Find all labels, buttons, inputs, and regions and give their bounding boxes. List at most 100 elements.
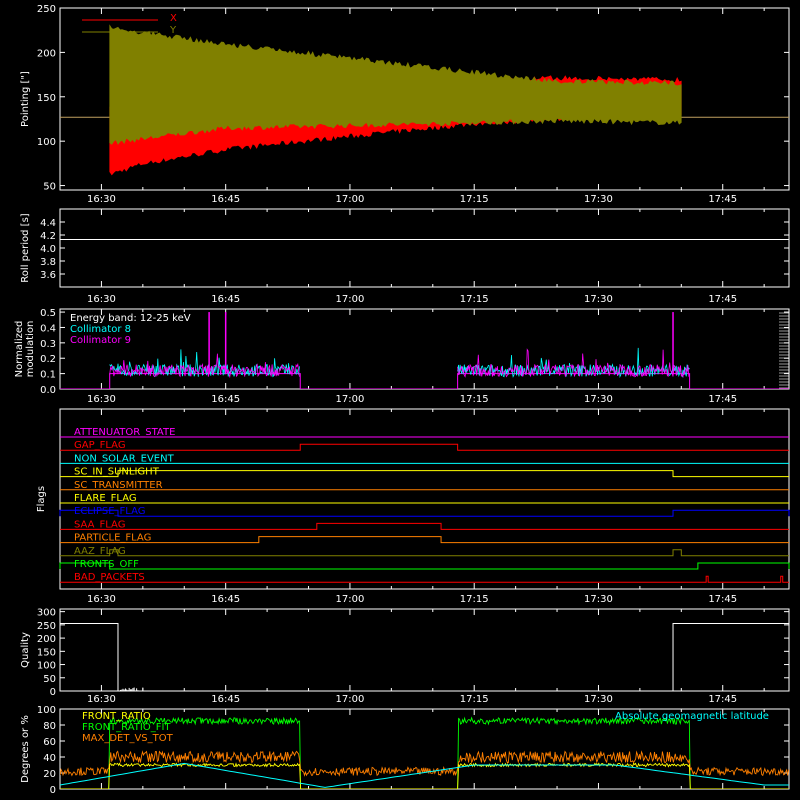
x-tick-label: 16:45 xyxy=(211,694,240,705)
flag-label-eclipse-flag: ECLIPSE_FLAG xyxy=(74,506,145,517)
modulation-legend-entry: Collimator 9 xyxy=(70,335,131,346)
x-tick-label: 17:45 xyxy=(708,694,737,705)
y-tick-label: 200 xyxy=(37,48,56,59)
ratios-legend-entry: FRONT_RATIO_FIT xyxy=(82,722,171,733)
y-axis-label: Flags xyxy=(36,486,47,512)
quality-line xyxy=(60,623,789,692)
flag-label-bad-packets: BAD_PACKETS xyxy=(74,572,145,583)
y-axis-label: Roll period [s] xyxy=(20,213,31,282)
panel-frame-3 xyxy=(59,408,790,590)
legend-label-x: X xyxy=(170,13,177,24)
y-tick-label: 0 xyxy=(50,687,56,698)
x-tick-label: 17:45 xyxy=(708,394,737,405)
modulation-legend-entry: Collimator 8 xyxy=(70,324,131,335)
panel-frame-4 xyxy=(59,608,790,692)
modulation-baseline xyxy=(60,373,789,389)
y-tick-label: 0.3 xyxy=(40,339,56,350)
y-tick-label: 250 xyxy=(37,4,56,15)
y-axis-label: Pointing ["] xyxy=(20,71,31,127)
x-tick-label: 17:15 xyxy=(460,194,489,205)
y-tick-label: 200 xyxy=(37,634,56,645)
x-tick-label: 17:15 xyxy=(460,594,489,605)
pointing-y-band xyxy=(109,24,682,145)
y-tick-label: 250 xyxy=(37,621,56,632)
x-tick-label: 17:30 xyxy=(584,194,613,205)
y-tick-label: 150 xyxy=(37,93,56,104)
y-tick-label: 80 xyxy=(43,721,56,732)
y-tick-label: 50 xyxy=(43,674,56,685)
x-tick-label: 17:45 xyxy=(708,194,737,205)
x-tick-label: 17:00 xyxy=(336,394,365,405)
modulation-legend-entry: Energy band: 12-25 keV xyxy=(70,313,191,324)
y-tick-label: 50 xyxy=(43,182,56,193)
y-tick-label: 0.5 xyxy=(40,308,56,319)
modulation-collimator-9 xyxy=(457,348,690,379)
panel-frame-1 xyxy=(59,208,790,288)
x-tick-label: 17:30 xyxy=(584,394,613,405)
flag-label-gap-flag: GAP_FLAG xyxy=(74,440,126,451)
flag-label-saa-flag: SAA_FLAG xyxy=(74,519,125,530)
flag-label-flare-flag: FLARE_FLAG xyxy=(74,493,137,504)
x-tick-label: 16:45 xyxy=(211,594,240,605)
x-tick-label: 17:15 xyxy=(460,394,489,405)
y-tick-label: 4.2 xyxy=(40,231,56,242)
flag-line-fronts-off xyxy=(59,562,790,570)
x-tick-label: 16:30 xyxy=(87,294,116,305)
flag-label-particle-flag: PARTICLE_FLAG xyxy=(74,533,151,544)
flag-line-aaz-flag xyxy=(60,549,789,557)
y-tick-label: 20 xyxy=(43,769,56,780)
y-tick-label: 4.4 xyxy=(40,218,56,229)
x-tick-label: 17:00 xyxy=(336,594,365,605)
flag-label-attenuator-state: ATTENUATOR_STATE xyxy=(74,427,175,438)
y-tick-label: 0.0 xyxy=(40,385,56,396)
flag-line-gap-flag xyxy=(60,443,789,451)
legend-label-y: Y xyxy=(169,25,177,36)
ratios-legend-entry: FRONT_RATIO xyxy=(82,711,151,722)
x-tick-label: 16:30 xyxy=(87,694,116,705)
flag-label-sc-transmitter: SC_TRANSMITTER xyxy=(74,480,163,491)
y-tick-label: 4.0 xyxy=(40,244,56,255)
y-tick-label: 60 xyxy=(43,737,56,748)
modulation-series-group xyxy=(60,312,789,389)
front-ratio-line xyxy=(60,762,789,789)
flag-label-fronts-off: FRONTS_OFF xyxy=(74,559,139,570)
modulation-collimator-9 xyxy=(109,353,300,379)
panel-frame-0 xyxy=(59,7,790,191)
x-tick-label: 17:15 xyxy=(460,294,489,305)
y-axis-label: Normalized xyxy=(14,321,25,378)
geomagnetic-latitude-line xyxy=(60,762,789,788)
y-tick-label: 0 xyxy=(50,785,56,796)
y-tick-label: 3.8 xyxy=(40,257,56,268)
x-tick-label: 17:00 xyxy=(336,194,365,205)
x-tick-label: 17:30 xyxy=(584,694,613,705)
max-det-vs-tot-line xyxy=(60,750,789,777)
x-tick-label: 16:45 xyxy=(211,394,240,405)
x-tick-label: 16:45 xyxy=(211,294,240,305)
y-tick-label: 3.6 xyxy=(40,270,56,281)
flag-line-bad-packets xyxy=(60,575,789,583)
y-axis-label: modulation xyxy=(25,321,36,378)
y-tick-label: 40 xyxy=(43,753,56,764)
x-tick-label: 17:30 xyxy=(584,594,613,605)
flag-label-non-solar-event: NON_SOLAR_EVENT xyxy=(74,453,175,464)
x-tick-label: 16:45 xyxy=(211,194,240,205)
ratios-series-group xyxy=(60,716,789,789)
x-tick-label: 17:45 xyxy=(708,594,737,605)
x-tick-label: 17:00 xyxy=(336,294,365,305)
flag-label-sc-in-sunlight: SC_IN_SUNLIGHT xyxy=(74,467,160,478)
y-tick-label: 0.2 xyxy=(40,354,56,365)
flag-line-saa-flag xyxy=(60,522,789,530)
y-tick-label: 0.1 xyxy=(40,370,56,381)
modulation-collimator-8 xyxy=(109,349,300,378)
ratios-legend-entry: MAX_DET_VS_TOT xyxy=(82,733,174,744)
geomagnetic-latitude-label: Absolute geomagnetic latitude xyxy=(615,711,769,722)
y-tick-label: 100 xyxy=(37,705,56,716)
y-axis-label: Quality xyxy=(20,632,31,668)
flag-line-eclipse-flag xyxy=(59,509,790,517)
flag-line-particle-flag xyxy=(60,536,789,544)
y-tick-label: 150 xyxy=(37,647,56,658)
y-tick-label: 100 xyxy=(37,137,56,148)
x-tick-label: 17:00 xyxy=(336,694,365,705)
flag-label-aaz-flag: AAZ_FLAG xyxy=(74,546,126,557)
